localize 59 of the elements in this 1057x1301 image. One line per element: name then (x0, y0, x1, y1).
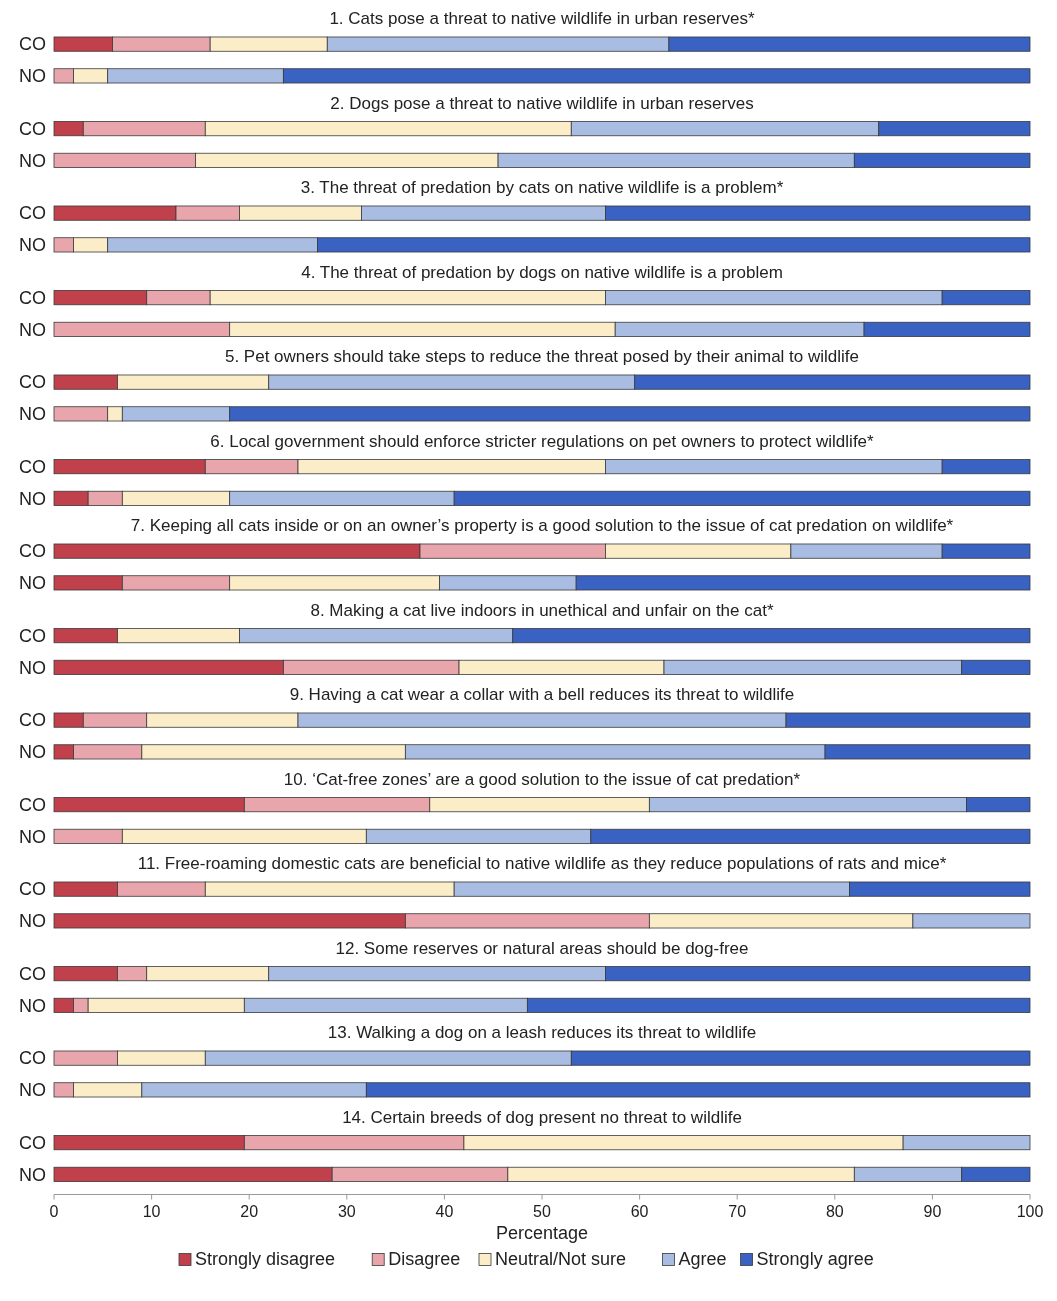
chart-title: 12. Some reserves or natural areas should be dog-free (335, 938, 749, 958)
y-tick-label: CO (19, 118, 46, 139)
chart-title: 9. Having a cat wear a collar with a bell reduces its threat to wildlife (289, 685, 795, 704)
legend-label: Strongly disagree (195, 1248, 336, 1269)
legend-label: Agree (678, 1248, 727, 1269)
legend-label: Strongly agree (756, 1248, 874, 1269)
y-tick-label: CO (19, 879, 46, 900)
y-tick-label: NO (19, 657, 46, 678)
chart-title: 11. Free-roaming domestic cats are beneficial to native wildlife as they reduce populations of rats and mice* (137, 854, 947, 873)
y-tick-label: CO (19, 1048, 46, 1069)
y-tick-label: CO (19, 372, 46, 393)
chart-title: 4. The threat of predation by dogs on native wildlife is a problem (301, 262, 783, 282)
y-tick-label: NO (19, 235, 46, 256)
y-tick-label: NO (19, 66, 46, 87)
x-tick-label: 20 (240, 1202, 259, 1220)
y-tick-label: NO (19, 1080, 46, 1101)
x-tick-label: 60 (630, 1202, 649, 1220)
y-tick-label: CO (19, 456, 46, 477)
x-tick-label: 90 (923, 1202, 942, 1220)
y-tick-label: CO (19, 794, 46, 815)
y-tick-label: NO (19, 995, 46, 1016)
x-tick-label: 30 (337, 1202, 356, 1220)
x-tick-label: 70 (728, 1202, 747, 1220)
x-tick-label: 0 (49, 1202, 59, 1220)
chart-title: 13. Walking a dog on a leash reduces its threat to wildlife (327, 1023, 757, 1042)
y-tick-label: CO (19, 287, 46, 308)
y-tick-label: CO (19, 203, 46, 224)
legend-label: Neutral/Not sure (495, 1248, 627, 1269)
y-tick-label: CO (19, 1132, 46, 1153)
y-tick-label: NO (19, 488, 46, 509)
chart-title: 14. Certain breeds of dog present no threat to wildlife (342, 1107, 742, 1127)
y-tick-label: CO (19, 963, 46, 984)
y-tick-label: NO (19, 404, 46, 425)
y-tick-label: CO (19, 34, 46, 55)
y-tick-label: NO (19, 319, 46, 340)
chart-title: 6. Local government should enforce stricter regulations on pet owners to protect wildlife* (210, 431, 875, 451)
y-tick-label: NO (19, 911, 46, 932)
x-tick-label: 10 (142, 1202, 161, 1220)
y-tick-label: NO (19, 573, 46, 594)
legend-label: Disagree (388, 1248, 461, 1269)
chart-title: 1. Cats pose a threat to native wildlife in urban reserves* (329, 9, 755, 28)
x-tick-label: 50 (533, 1202, 551, 1220)
chart-title: 3. The threat of predation by cats on native wildlife is a problem* (300, 178, 784, 197)
chart-title: 8. Making a cat live indoors in unethical and unfair on the cat* (310, 600, 774, 620)
chart-title: 2. Dogs pose a threat to native wildlife in urban reserves (330, 93, 754, 113)
y-tick-label: NO (19, 150, 46, 171)
y-tick-label: NO (19, 826, 46, 847)
x-tick-label: 100 (1016, 1202, 1044, 1220)
x-tick-label: 80 (825, 1202, 844, 1220)
chart-title: 5. Pet owners should take steps to reduce the threat posed by their animal to wildlife (224, 347, 860, 366)
chart-title: 7. Keeping all cats inside or on an owner’s property is a good solution to the issue of cat predation on wildlife* (130, 516, 954, 535)
y-tick-label: CO (19, 541, 46, 562)
x-axis-title: Percentage (495, 1222, 589, 1243)
y-tick-label: CO (19, 625, 46, 646)
y-tick-label: NO (19, 1164, 46, 1185)
x-tick-label: 40 (435, 1202, 454, 1220)
y-tick-label: CO (19, 710, 46, 731)
chart-title: 10. ‘Cat-free zones’ are a good solution to the issue of cat predation* (283, 769, 801, 789)
y-tick-label: NO (19, 742, 46, 763)
